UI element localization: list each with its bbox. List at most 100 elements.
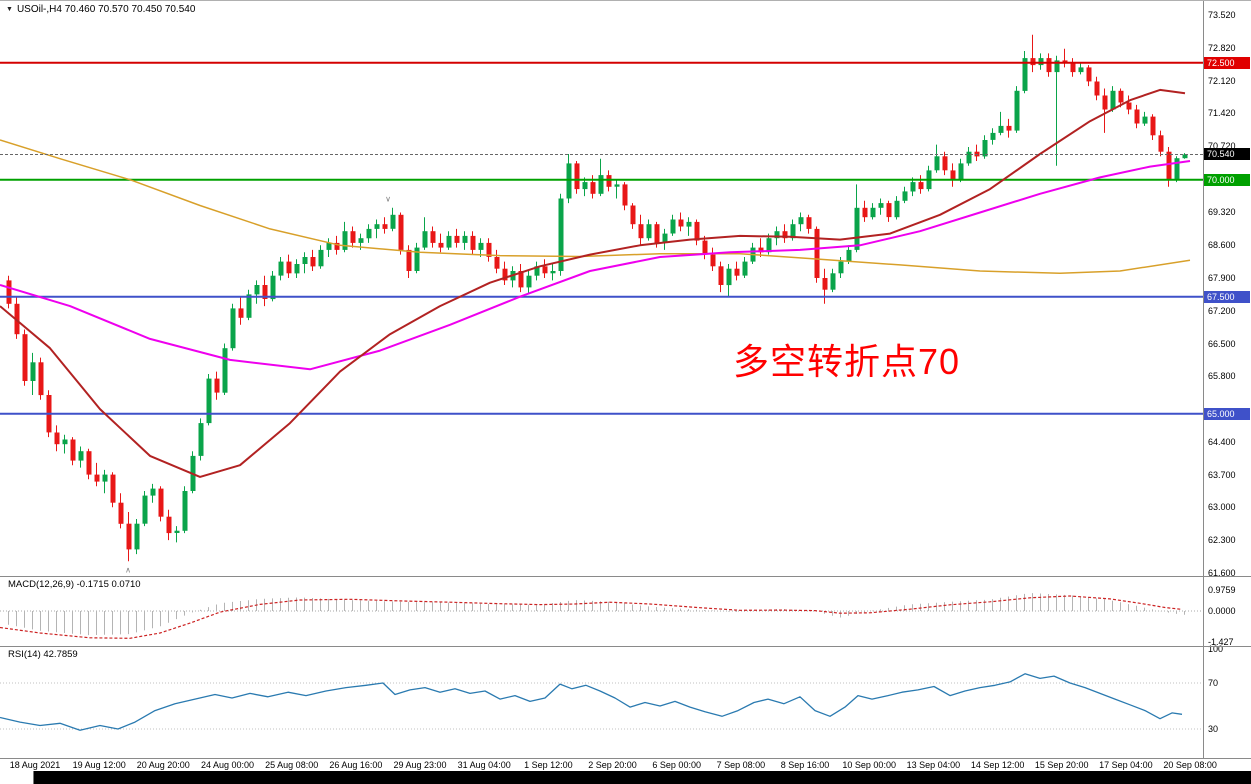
annotation-text[interactable]: 多空转折点70: [733, 341, 961, 382]
time-tick-label: 29 Aug 23:00: [393, 760, 447, 770]
price-axis[interactable]: 73.520 72.820 72.120 71.420 70.720 69.320 68.6…: [1203, 1, 1251, 758]
time-tick-label: 26 Aug 16:00: [329, 760, 383, 770]
candle-body: [254, 285, 260, 295]
time-tick-label: 7 Sep 08:00: [716, 760, 766, 770]
candle-body: [566, 163, 572, 199]
candle-body: [910, 182, 916, 192]
candle-body: [982, 140, 988, 157]
chevron-down-icon[interactable]: ▼: [6, 6, 13, 13]
rsi-tick-label: 100: [1208, 643, 1224, 654]
price-tick-label: 70.720: [1208, 141, 1236, 152]
candle-body: [382, 224, 388, 229]
candle-body: [1174, 158, 1180, 180]
candle-body: [198, 423, 204, 456]
price-tick-label: 72.120: [1208, 75, 1236, 86]
candle-body: [502, 268, 508, 281]
candle-body: [702, 240, 708, 255]
candle-body: [110, 474, 116, 503]
candle-body: [630, 205, 636, 225]
candle-body: [606, 175, 612, 187]
candle-body: [6, 280, 12, 304]
candle-body: [62, 439, 68, 445]
candle-body: [718, 266, 724, 285]
candle-body: [710, 254, 716, 267]
fractal-marker: ∧: [125, 566, 131, 575]
candle-body: [462, 235, 468, 243]
macd-panel-canvas[interactable]: [0, 577, 1203, 645]
price-badge: 70.000: [1204, 173, 1250, 186]
candle-body: [94, 474, 100, 482]
panel-divider-rsi[interactable]: [0, 646, 1251, 647]
candle-body: [894, 200, 900, 218]
time-tick-label: 1 Sep 12:00: [524, 760, 573, 770]
candle-body: [1126, 102, 1132, 110]
price-badge: 72.500: [1204, 56, 1250, 69]
candle-body: [1038, 58, 1044, 66]
candle-body: [694, 221, 700, 241]
price-tick-label: 67.900: [1208, 273, 1236, 284]
candle-body: [326, 242, 332, 250]
candle-body: [1110, 90, 1116, 110]
candle-body: [230, 308, 236, 349]
candle-body: [654, 224, 660, 243]
candle-body: [574, 163, 580, 190]
candle-body: [790, 224, 796, 239]
time-tick-label: 8 Sep 16:00: [780, 760, 830, 770]
time-tick-label: 31 Aug 04:00: [457, 760, 511, 770]
candle-body: [446, 235, 452, 248]
time-axis[interactable]: 18 Aug 2021 19 Aug 12:00 20 Aug 20:00 24 Au…: [0, 758, 1251, 772]
candle-body: [942, 156, 948, 171]
candle-body: [590, 182, 596, 194]
candle-body: [126, 523, 132, 550]
candle-body: [278, 261, 284, 276]
candle-body: [958, 163, 964, 180]
candle-body: [182, 491, 188, 531]
candle-body: [102, 474, 108, 482]
price-tick-label: 67.200: [1208, 305, 1236, 316]
candle-body: [118, 502, 124, 524]
candle-body: [614, 184, 620, 187]
candle-body: [646, 224, 652, 239]
rsi-tick-label: 30: [1208, 724, 1219, 734]
candle-body: [390, 214, 396, 229]
candle-body: [1102, 95, 1108, 110]
candle-body: [470, 235, 476, 250]
candle-body: [1150, 116, 1156, 136]
panel-divider-macd[interactable]: [0, 576, 1251, 577]
rsi-panel-canvas[interactable]: [0, 647, 1203, 758]
time-tick-label: 14 Sep 12:00: [970, 760, 1025, 770]
price-badge: 65.000: [1204, 407, 1250, 420]
candle-body: [78, 451, 84, 461]
candle-body: [302, 257, 308, 264]
price-tick-label: 69.320: [1208, 206, 1236, 217]
ma-magenta: [0, 160, 1191, 371]
macd-label: MACD(12,26,9) -0.1715 0.0710: [8, 579, 141, 590]
candle-body: [758, 247, 764, 253]
candle-body: [430, 231, 436, 243]
candle-body: [998, 125, 1004, 133]
candle-body: [142, 495, 148, 524]
price-tick-label: 63.700: [1208, 469, 1236, 480]
time-tick-label: 17 Sep 04:00: [1099, 760, 1153, 770]
price-tick-label: 65.800: [1208, 371, 1236, 382]
candle-body: [246, 294, 252, 318]
time-tick-label: 6 Sep 00:00: [652, 760, 701, 770]
candle-body: [1182, 154, 1188, 159]
candle-body: [270, 275, 276, 300]
candle-body: [798, 217, 804, 225]
candle-body: [358, 238, 364, 243]
status-bar-grip: [0, 771, 34, 784]
status-bar: [0, 771, 1251, 784]
rsi-line: [0, 673, 1183, 731]
time-tick-label: 18 Aug 2021: [9, 760, 61, 770]
macd-tick-label: -1.427: [1208, 637, 1234, 648]
main-chart-canvas[interactable]: ∧∨: [0, 1, 1203, 576]
rsi-label: RSI(14) 42.7859: [8, 649, 78, 660]
price-tick-label: 62.300: [1208, 535, 1236, 546]
candle-body: [414, 247, 420, 271]
macd-histogram: [8, 593, 1185, 636]
candle-body: [622, 184, 628, 206]
candle-body: [966, 151, 972, 164]
price-badge: 70.540: [1204, 148, 1250, 161]
